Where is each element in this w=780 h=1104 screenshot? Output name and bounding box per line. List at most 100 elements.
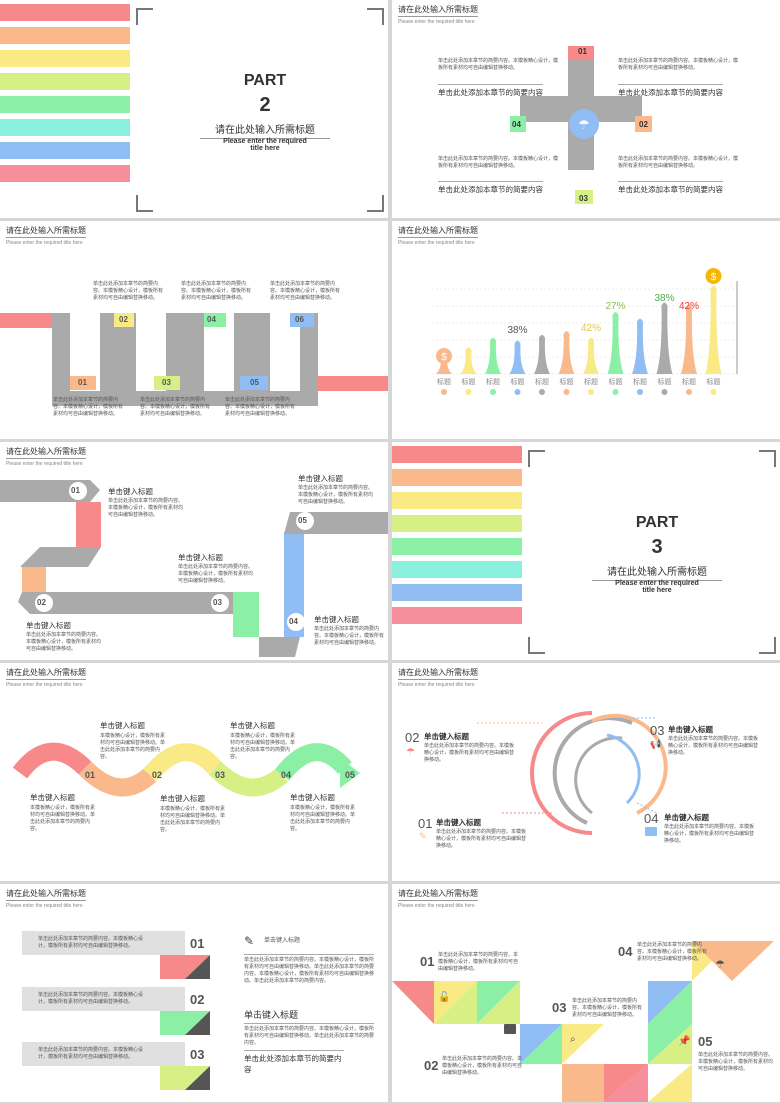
percent-label: 27% — [605, 301, 625, 312]
zig-num-02: 02 — [119, 315, 128, 324]
svg-text:☂: ☂ — [578, 117, 590, 132]
cone-chart: 标题 标题 标题 标题 标题 标题 标题 标题 标题 标题 标题 标题 38% 42% 27% 38% 42% $… — [432, 268, 738, 395]
zig-num-01: 01 — [78, 378, 87, 387]
percent-label: 42% — [679, 301, 699, 312]
part-label: PART — [243, 72, 287, 89]
cone-label: 标题 — [584, 377, 598, 386]
part-title: 请在此处输入所需标题 — [592, 563, 722, 581]
slide-arcs[interactable]: 请在此处输入所需标题 Please enter the required titl… — [392, 663, 780, 881]
legend-dot — [465, 389, 472, 395]
legend-dot — [539, 389, 545, 395]
cone-bar — [485, 337, 501, 374]
cone-label: 标题 — [437, 377, 451, 386]
zig-desc-5: 单击此处添加本章节的简要内容。本模板精心设计，模板所有素材均可自由编辑替换移动。 — [140, 397, 211, 417]
part-label: PART — [635, 514, 679, 531]
cone-bar — [583, 337, 599, 374]
cross-diagram: ☂ — [510, 46, 652, 204]
cone-label: 标题 — [486, 377, 500, 386]
percent-label: 38% — [507, 325, 527, 336]
box-body-2: 单击此处添加本章节的简要内容。本模板精心设计，模板所有素材均可自由编辑替换移动。… — [244, 1023, 374, 1047]
wave-title-1: 单击键入标题 — [100, 721, 145, 730]
slide-zigzag[interactable]: 请在此处输入所需标题 Please enter the required titl… — [0, 221, 388, 439]
legend-dot — [514, 389, 521, 395]
slide-path[interactable]: 请在此处输入所需标题 Please enter the required titl… — [0, 442, 388, 660]
cone-bar — [509, 340, 526, 374]
cone-bar — [558, 331, 575, 374]
part-subtitle: Please enter the required title here — [223, 138, 307, 152]
slide-cone-chart[interactable]: 请在此处输入所需标题 Please enter the required titl… — [392, 221, 780, 439]
corner-brackets — [528, 450, 776, 654]
slide-header: 请在此处输入所需标题 Please enter the required titl… — [398, 5, 478, 25]
cone-bar — [656, 302, 673, 374]
legend-dot — [588, 389, 594, 395]
path-num-01: 01 — [71, 486, 80, 495]
legend-dot — [490, 389, 496, 395]
percent-label: 38% — [654, 293, 674, 304]
path-desc-4: 单击此处添加本章节的简要内容。本模板精心设计，模板所有素材均可自由编辑替换移动。 — [314, 626, 385, 646]
path-title-4: 单击键入标题 — [314, 615, 359, 624]
legend-dot — [686, 389, 692, 395]
wave-title-5: 单击键入标题 — [290, 793, 335, 802]
cone-bar — [632, 318, 648, 374]
box-body-1: 单击此处添加本章节的简要内容。本模板精心设计，模板所有素材均可自由编辑替换移动。… — [244, 954, 374, 985]
slide-header: 请在此处输入所需标题 Please enter the required titl… — [6, 447, 86, 467]
cone-label: 标题 — [658, 377, 672, 386]
cone-label: 标题 — [609, 377, 623, 386]
zig-desc-6: 单击此处添加本章节的简要内容。本模板精心设计，模板所有素材均可自由编辑替换移动。 — [225, 397, 296, 417]
legend-dot — [661, 389, 668, 395]
path-desc-3: 单击此处添加本章节的简要内容。本模板精心设计，模板所有素材均可自由编辑替换移动。 — [178, 564, 254, 584]
cone-bar — [460, 347, 477, 374]
search-icon: ⌕ — [570, 1034, 576, 1045]
cross-caption-4: 单击此处添加本章节的简要内容 — [618, 181, 723, 195]
cross-caption-3: 单击此处添加本章节的简要内容 — [438, 181, 543, 195]
umbrella-icon: ☂ — [406, 747, 415, 758]
path-desc-1: 单击此处添加本章节的简要内容。本模板精心设计，模板所有素材均可自由编辑替换移动。 — [108, 498, 184, 518]
wave-num-04: 04 — [281, 770, 292, 780]
wave-desc-3: 本模板精心设计，模板所有素材均可自由编辑替换移动。单击此处添加本章节的简要内容。 — [30, 805, 96, 832]
tri-desc-4: 单击此处添加本章节的简要内容。本模板精心设计，模板所有素材均可自由编辑替换移动。 — [637, 942, 708, 962]
slide-boxes[interactable]: 请在此处输入所需标题 Please enter the required titl… — [0, 884, 388, 1102]
slide-wave[interactable]: 请在此处输入所需标题 Please enter the required titl… — [0, 663, 388, 881]
arc-diagram — [477, 711, 668, 835]
tri-num-03: 03 — [552, 1000, 567, 1015]
wave-num-01: 01 — [85, 770, 96, 780]
box-caption: 单击此处添加本章节的简要内容 — [244, 1050, 344, 1075]
cross-num-04: 04 — [512, 120, 521, 129]
zig-desc-3: 单击此处添加本章节的简要内容。本模板精心设计，模板所有素材均可自由编辑替换移动。 — [270, 281, 341, 301]
slide-header: 请在此处输入所需标题 Please enter the required titl… — [398, 668, 478, 688]
arc-desc-01: 单击此处添加本章节的简要内容。本模板精心设计，模板所有素材均可自由编辑替换移动。 — [436, 829, 527, 849]
cone-label: 标题 — [682, 377, 696, 386]
cone-label: 标题 — [560, 377, 574, 386]
box-num-01: 01 — [190, 936, 205, 951]
triangle-mosaic — [392, 941, 774, 1102]
cone-label: 标题 — [707, 377, 721, 386]
path-num-04: 04 — [289, 617, 298, 626]
box-num-03: 03 — [190, 1047, 205, 1062]
coin-icon — [705, 268, 722, 284]
tri-num-01: 01 — [420, 954, 435, 969]
tri-desc-5: 单击此处添加本章节的简要内容。本模板精心设计，模板所有素材均可自由编辑替换移动。 — [698, 1052, 774, 1072]
wave-title-4: 单击键入标题 — [160, 794, 205, 803]
umbrella-icon: ☂ — [715, 959, 725, 971]
cross-desc-3: 单击此处添加本章节的简要内容。本模板精心设计，模板所有素材均可自由编辑替换移动。 — [438, 156, 559, 169]
corner-brackets — [136, 8, 384, 212]
percent-label: 42% — [581, 323, 601, 334]
slide-triangles[interactable]: 请在此处输入所需标题 Please enter the required titl… — [392, 884, 780, 1102]
briefcase-icon — [504, 1024, 516, 1034]
cross-desc-1: 单击此处添加本章节的简要内容。本模板精心设计，模板所有素材均可自由编辑替换移动。 — [438, 58, 559, 71]
slide-part-2[interactable]: PART 2 请在此处输入所需标题 Please enter the requi… — [0, 0, 388, 218]
legend-dot — [612, 389, 619, 395]
path-num-03: 03 — [213, 598, 222, 607]
zig-num-06: 06 — [295, 315, 304, 324]
tri-desc-1: 单击此处添加本章节的简要内容。本模板精心设计，模板所有素材均可自由编辑替换移动。 — [438, 952, 519, 972]
path-title-2: 单击键入标题 — [26, 621, 71, 630]
path-desc-5: 单击此处添加本章节的简要内容。本模板精心设计，模板所有素材均可自由编辑替换移动。 — [298, 485, 374, 505]
boxes-diagram — [22, 931, 210, 1090]
wave-desc-1: 本模板精心设计，模板所有素材均可自由编辑替换移动。单击此处添加本章节的简要内容。 — [100, 733, 166, 760]
pencil-icon: ✎ — [419, 831, 427, 841]
slide-cross[interactable]: 请在此处输入所需标题 Please enter the required titl… — [392, 0, 780, 218]
slide-part-3[interactable]: PART 3 请在此处输入所需标题 Please enter the requi… — [392, 442, 780, 660]
cone-bar — [607, 312, 624, 374]
coin-symbol: $ — [441, 352, 447, 363]
arc-title-03: 单击键入标题 — [668, 725, 713, 734]
